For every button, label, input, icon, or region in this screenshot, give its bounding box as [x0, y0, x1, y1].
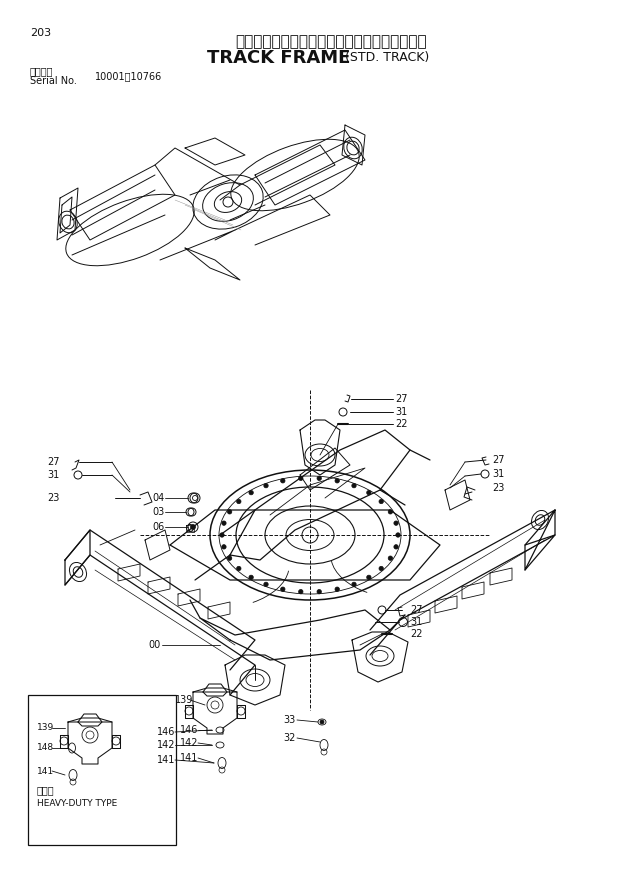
- Text: 23: 23: [492, 483, 505, 493]
- Circle shape: [366, 576, 371, 580]
- Circle shape: [237, 499, 241, 504]
- Text: 27: 27: [395, 394, 407, 404]
- Text: 22: 22: [410, 629, 422, 639]
- Text: 141: 141: [37, 766, 54, 775]
- Text: 31: 31: [492, 469, 504, 479]
- Text: 23: 23: [48, 493, 60, 503]
- Circle shape: [317, 590, 321, 594]
- Text: 04: 04: [152, 493, 164, 503]
- Text: 22: 22: [395, 419, 407, 429]
- Text: 31: 31: [410, 617, 422, 627]
- Bar: [28, 695, 176, 845]
- Text: 00: 00: [148, 640, 160, 650]
- Text: 27: 27: [492, 455, 505, 465]
- Circle shape: [320, 720, 324, 724]
- Text: 139: 139: [175, 695, 193, 705]
- Circle shape: [352, 583, 356, 587]
- Text: 強化形: 強化形: [37, 785, 55, 795]
- Circle shape: [335, 587, 339, 591]
- Circle shape: [394, 521, 398, 526]
- Circle shape: [335, 478, 339, 483]
- Circle shape: [396, 533, 400, 537]
- Circle shape: [299, 477, 303, 481]
- Text: 06: 06: [152, 522, 164, 532]
- Text: (STD. TRACK): (STD. TRACK): [345, 52, 429, 65]
- Circle shape: [281, 587, 285, 591]
- Text: 146: 146: [180, 725, 198, 735]
- Circle shape: [394, 545, 398, 549]
- Circle shape: [317, 477, 321, 481]
- Text: 31: 31: [395, 407, 407, 417]
- Circle shape: [249, 491, 254, 495]
- Text: 141: 141: [180, 753, 198, 763]
- Text: 141: 141: [157, 755, 175, 765]
- Text: 03: 03: [152, 507, 164, 517]
- Circle shape: [249, 576, 254, 580]
- Circle shape: [237, 566, 241, 570]
- Circle shape: [281, 478, 285, 483]
- Circle shape: [379, 499, 383, 504]
- Text: 146: 146: [157, 727, 175, 737]
- Text: HEAVY-DUTY TYPE: HEAVY-DUTY TYPE: [37, 799, 117, 808]
- Text: 203: 203: [30, 28, 51, 38]
- Text: TRACK FRAME: TRACK FRAME: [207, 49, 350, 67]
- Circle shape: [190, 525, 195, 529]
- Text: 33: 33: [283, 715, 295, 725]
- Circle shape: [299, 590, 303, 594]
- Circle shape: [222, 521, 226, 526]
- Circle shape: [352, 484, 356, 488]
- Text: 10001～10766: 10001～10766: [95, 71, 162, 81]
- Circle shape: [220, 533, 224, 537]
- Circle shape: [264, 583, 268, 587]
- Circle shape: [388, 556, 392, 561]
- Text: Serial No.: Serial No.: [30, 76, 77, 86]
- Text: 148: 148: [37, 744, 54, 752]
- Circle shape: [388, 510, 392, 514]
- Text: 31: 31: [48, 470, 60, 480]
- Text: 139: 139: [37, 724, 55, 732]
- Circle shape: [379, 566, 383, 570]
- Text: 142: 142: [156, 740, 175, 750]
- Circle shape: [366, 491, 371, 495]
- Text: 27: 27: [410, 605, 422, 615]
- Circle shape: [264, 484, 268, 488]
- Circle shape: [222, 545, 226, 549]
- Text: 32: 32: [283, 733, 295, 743]
- Text: 適用号機: 適用号機: [30, 66, 53, 76]
- Text: 142: 142: [180, 738, 198, 748]
- Circle shape: [228, 510, 232, 514]
- Circle shape: [228, 556, 232, 561]
- Text: トラックフレーム　（スタンダードトラック）: トラックフレーム （スタンダードトラック）: [235, 34, 427, 50]
- Text: 27: 27: [48, 457, 60, 467]
